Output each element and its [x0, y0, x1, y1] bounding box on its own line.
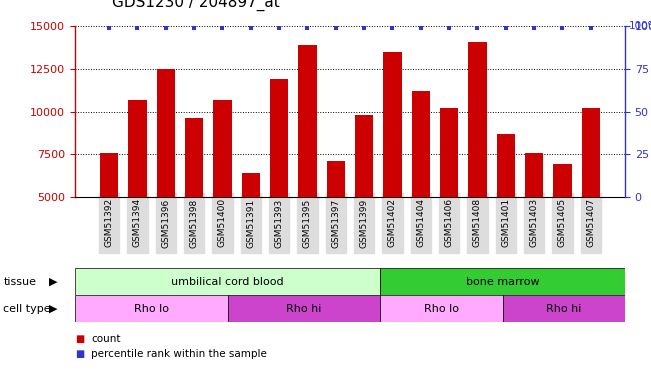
Text: cell type: cell type [3, 304, 51, 313]
Text: bone marrow: bone marrow [466, 277, 540, 286]
Bar [497, 134, 515, 282]
Text: Rho hi: Rho hi [286, 304, 322, 313]
Bar [228, 295, 380, 322]
Text: ■: ■ [75, 334, 84, 344]
Text: count: count [91, 334, 120, 344]
Bar [525, 153, 544, 282]
Bar [270, 79, 288, 282]
Bar [468, 42, 486, 282]
Bar [411, 91, 430, 282]
Text: Rho lo: Rho lo [424, 304, 459, 313]
Bar [75, 295, 228, 322]
Bar [383, 52, 402, 282]
Bar [156, 69, 175, 282]
Text: Rho lo: Rho lo [133, 304, 169, 313]
Bar [355, 115, 373, 282]
Bar [503, 295, 625, 322]
Bar [185, 118, 203, 282]
Bar [327, 161, 345, 282]
Bar [214, 100, 232, 282]
Bar [100, 153, 118, 282]
Bar [75, 268, 380, 295]
Bar [440, 108, 458, 282]
Bar [298, 45, 316, 282]
Text: 100%: 100% [629, 21, 651, 31]
Bar [380, 268, 625, 295]
Text: GDS1230 / 204897_at: GDS1230 / 204897_at [112, 0, 280, 11]
Bar [581, 108, 600, 282]
Bar [128, 100, 146, 282]
Text: ■: ■ [75, 349, 84, 359]
Text: ▶: ▶ [49, 277, 57, 286]
Bar [553, 165, 572, 282]
Text: Rho hi: Rho hi [546, 304, 581, 313]
Bar [380, 295, 503, 322]
Text: umbilical cord blood: umbilical cord blood [171, 277, 284, 286]
Text: tissue: tissue [3, 277, 36, 286]
Text: ▶: ▶ [49, 304, 57, 313]
Bar [242, 173, 260, 282]
Text: percentile rank within the sample: percentile rank within the sample [91, 349, 267, 359]
